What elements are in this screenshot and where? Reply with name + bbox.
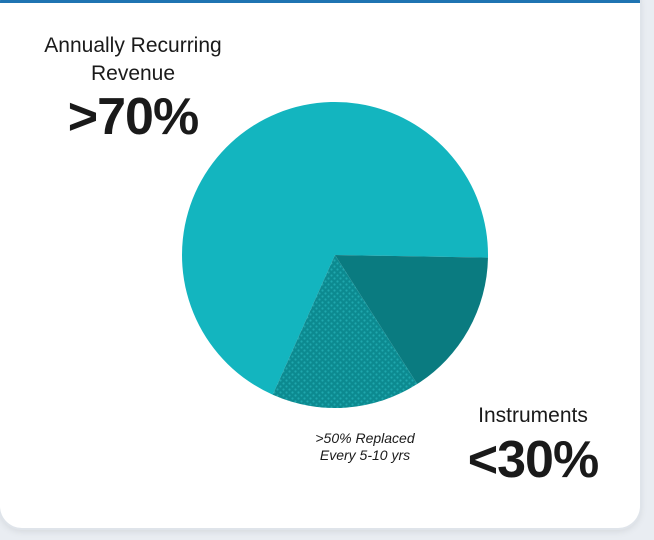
instruments-label-line1: Instruments [478, 404, 588, 427]
recurring-label-line2: Revenue [90, 62, 176, 85]
pie-chart [182, 101, 489, 408]
instruments-value: <30% [467, 431, 599, 489]
pie-slice-recurring [182, 101, 489, 395]
recurring-label-line1: Annually Recurring [44, 34, 222, 57]
replacement-note: >50% Replaced Every 5-10 yrs [280, 430, 450, 464]
header-bar [0, 0, 640, 3]
chart-card: Annually Recurring Revenue >70% Instrume… [0, 0, 640, 528]
instruments-label: Instruments <30% [458, 402, 608, 490]
recurring-value: >70% [67, 88, 199, 146]
note-line1: >50% Replaced [315, 430, 415, 446]
pie-slice-instruments [335, 255, 488, 385]
note-line2: Every 5-10 yrs [319, 447, 411, 463]
recurring-revenue-label: Annually Recurring Revenue >70% [20, 32, 246, 147]
pie-slice-instruments-replaced [272, 255, 418, 408]
